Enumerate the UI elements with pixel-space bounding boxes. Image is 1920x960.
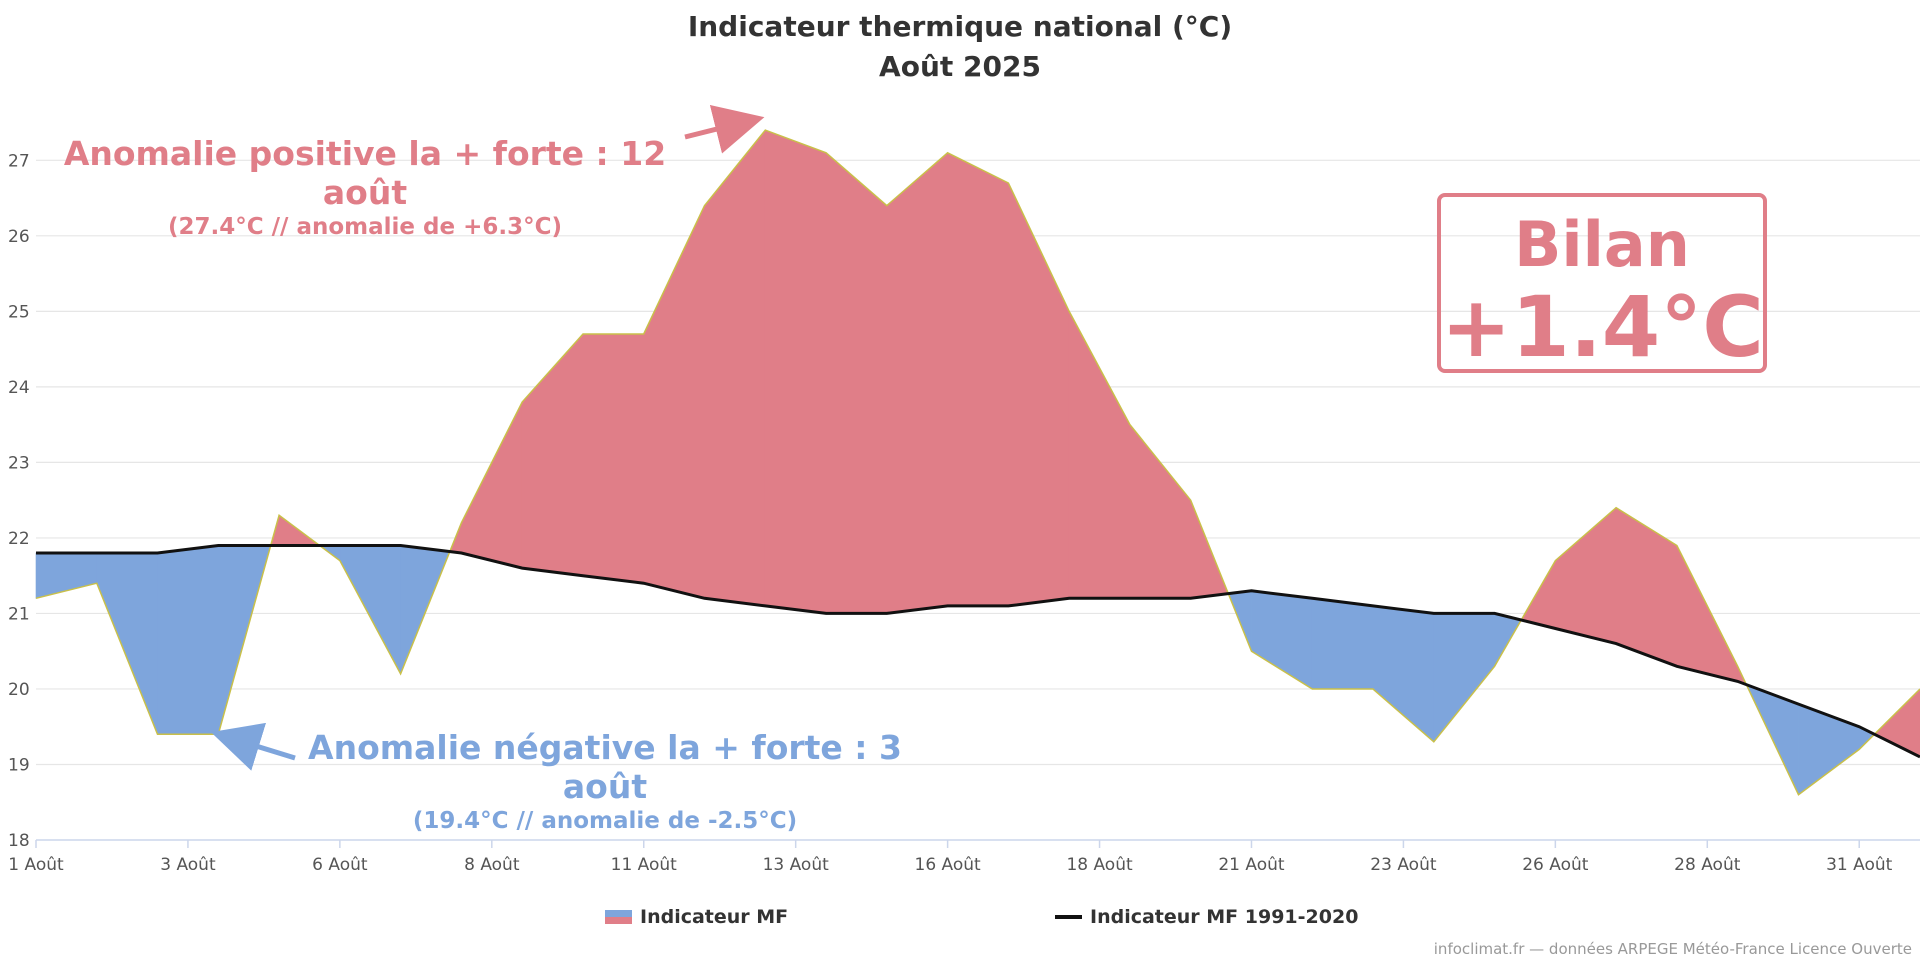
negative-anomaly-text: Anomalie négative la + forte : 3 août — [308, 728, 902, 806]
legend: Indicateur MF Indicateur MF 1991-2020 — [0, 906, 1920, 930]
x-tick-label: 1 Août — [8, 855, 64, 875]
y-tick-label: 20 — [8, 680, 30, 700]
negative-anomaly-segment — [35, 552, 98, 599]
series-line-indicateur-mf — [35, 129, 1920, 796]
positive-anomaly-segment — [825, 152, 888, 614]
y-tick-label: 24 — [8, 378, 30, 398]
y-tick-label: 26 — [8, 227, 30, 247]
y-tick-label: 19 — [8, 755, 30, 775]
summary-box: Bilan +1.4°C — [1437, 193, 1767, 373]
negative-anomaly-segment — [1372, 605, 1435, 743]
positive-anomaly-detail: (27.4°C // anomalie de +6.3°C) — [168, 214, 562, 240]
x-tick-label: 11 Août — [611, 855, 678, 875]
y-tick-label: 21 — [8, 604, 30, 624]
x-tick-label: 3 Août — [160, 855, 216, 875]
series-line-indicateur-mf-1991-2020 — [36, 544, 1920, 759]
y-axis-ticks: 18 19 20 21 22 23 24 25 26 27 — [8, 151, 30, 851]
negative-anomaly-annotation: Anomalie négative la + forte : 3 août (1… — [305, 728, 905, 834]
negative-anomaly-segment — [157, 545, 219, 735]
y-tick-label: 25 — [8, 302, 30, 322]
chart-subtitle: Août 2025 — [879, 50, 1041, 83]
legend-label: Indicateur MF — [640, 906, 789, 928]
positive-anomaly-segment — [643, 205, 705, 599]
negative-anomaly-arrow — [210, 722, 296, 771]
positive-anomaly-text: Anomalie positive la + forte : 12 août — [63, 134, 667, 212]
positive-anomaly-segment — [704, 129, 766, 607]
legend-label: Indicateur MF 1991-2020 — [1090, 906, 1359, 928]
summary-value: +1.4°C — [1441, 278, 1764, 376]
positive-anomaly-segment — [1129, 423, 1192, 599]
x-tick-label: 31 Août — [1826, 855, 1893, 875]
positive-anomaly-segment — [1615, 507, 1678, 667]
positive-anomaly-segment — [886, 152, 948, 614]
positive-anomaly-segment — [582, 333, 645, 584]
x-tick-label: 26 Août — [1522, 855, 1589, 875]
y-tick-label: 18 — [8, 831, 30, 851]
x-tick-label: 28 Août — [1674, 855, 1741, 875]
legend-swatch-line — [1055, 915, 1082, 919]
x-tick-label: 6 Août — [312, 855, 368, 875]
negative-anomaly-segment — [1798, 703, 1860, 796]
negative-anomaly-detail: (19.4°C // anomalie de -2.5°C) — [412, 808, 798, 834]
negative-anomaly-segment — [1311, 597, 1374, 690]
x-tick-label: 18 Août — [1066, 855, 1133, 875]
x-tick-label: 16 Août — [915, 855, 982, 875]
negative-anomaly-segment — [96, 552, 158, 735]
x-tick-label: 13 Août — [763, 855, 830, 875]
positive-anomaly-segment — [1068, 311, 1131, 599]
summary-label: Bilan — [1514, 208, 1690, 281]
negative-anomaly-segment — [1251, 590, 1313, 690]
x-axis-ticks: 1 Août 3 Août 6 Août 8 Août 11 Août 13 Août 16… — [8, 840, 1893, 875]
positive-anomaly-segment — [521, 333, 584, 577]
x-tick-label: 21 Août — [1218, 855, 1285, 875]
positive-anomaly-segment — [764, 129, 827, 614]
x-tick-label: 23 Août — [1370, 855, 1437, 875]
chart-title: Indicateur thermique national (°C) — [687, 10, 1233, 43]
positive-anomaly-segment — [461, 401, 523, 569]
positive-anomaly-segment — [1555, 507, 1617, 645]
y-tick-label: 27 — [8, 151, 30, 171]
legend-item-indicateur-mf-1991-2020[interactable]: Indicateur MF 1991-2020 — [1055, 906, 1358, 928]
legend-swatch-area — [605, 910, 632, 924]
positive-anomaly-annotation: Anomalie positive la + forte : 12 août (… — [55, 134, 675, 240]
x-tick-label: 8 Août — [464, 855, 520, 875]
legend-item-indicateur-mf[interactable]: Indicateur MF — [605, 906, 788, 928]
y-tick-label: 22 — [8, 529, 30, 549]
positive-anomaly-segment — [947, 152, 1009, 607]
negative-anomaly-segment — [339, 545, 401, 674]
y-tick-label: 23 — [8, 453, 30, 473]
positive-anomaly-arrow — [684, 105, 765, 154]
credit-text: infoclimat.fr — données ARPEGE Météo-Fra… — [1433, 940, 1912, 958]
